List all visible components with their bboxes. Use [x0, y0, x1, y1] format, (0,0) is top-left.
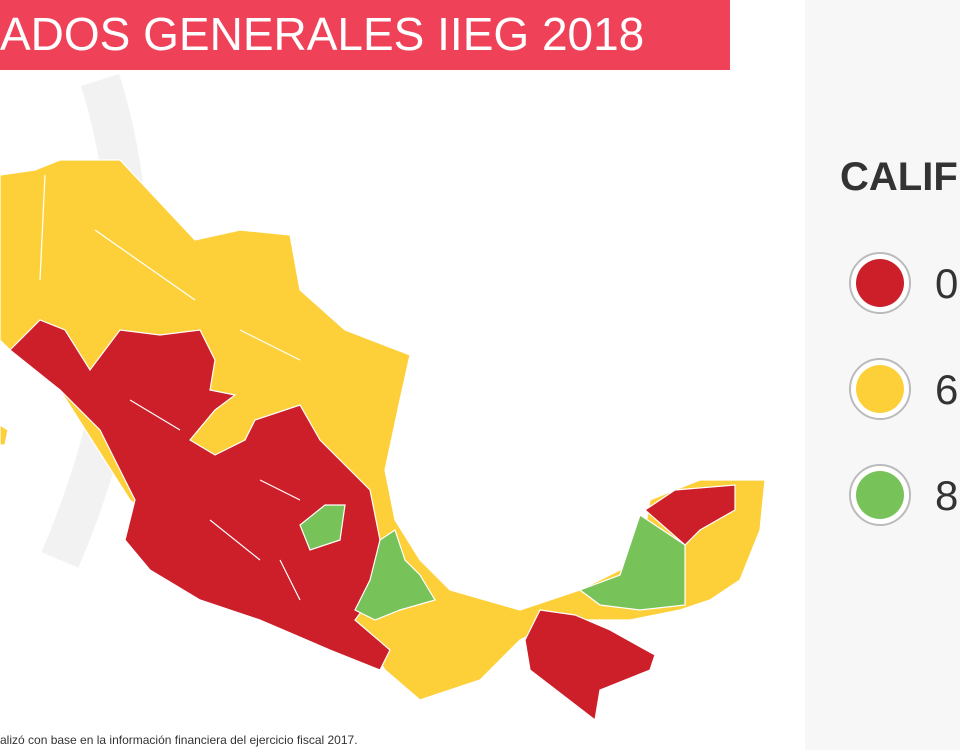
legend-swatch [856, 471, 904, 519]
legend-swatch [856, 259, 904, 307]
title-banner [0, 0, 730, 70]
state-borders [39, 174, 301, 601]
map [0, 159, 766, 722]
region [354, 529, 436, 621]
legend-swatch [856, 365, 904, 413]
region [9, 319, 391, 671]
region [524, 609, 656, 722]
legend-label: 0 [935, 260, 958, 307]
legend-label: 6 [935, 366, 958, 413]
title: ADOS GENERALES IIEG 2018 [0, 8, 644, 60]
region [0, 424, 9, 446]
region [299, 504, 346, 551]
region [578, 514, 686, 611]
footnote: alizó con base en la información financi… [0, 733, 358, 747]
legend-label: 8 [935, 472, 958, 519]
legend: 0 6 8 [849, 252, 958, 526]
legend-title: CALIF [840, 155, 958, 199]
